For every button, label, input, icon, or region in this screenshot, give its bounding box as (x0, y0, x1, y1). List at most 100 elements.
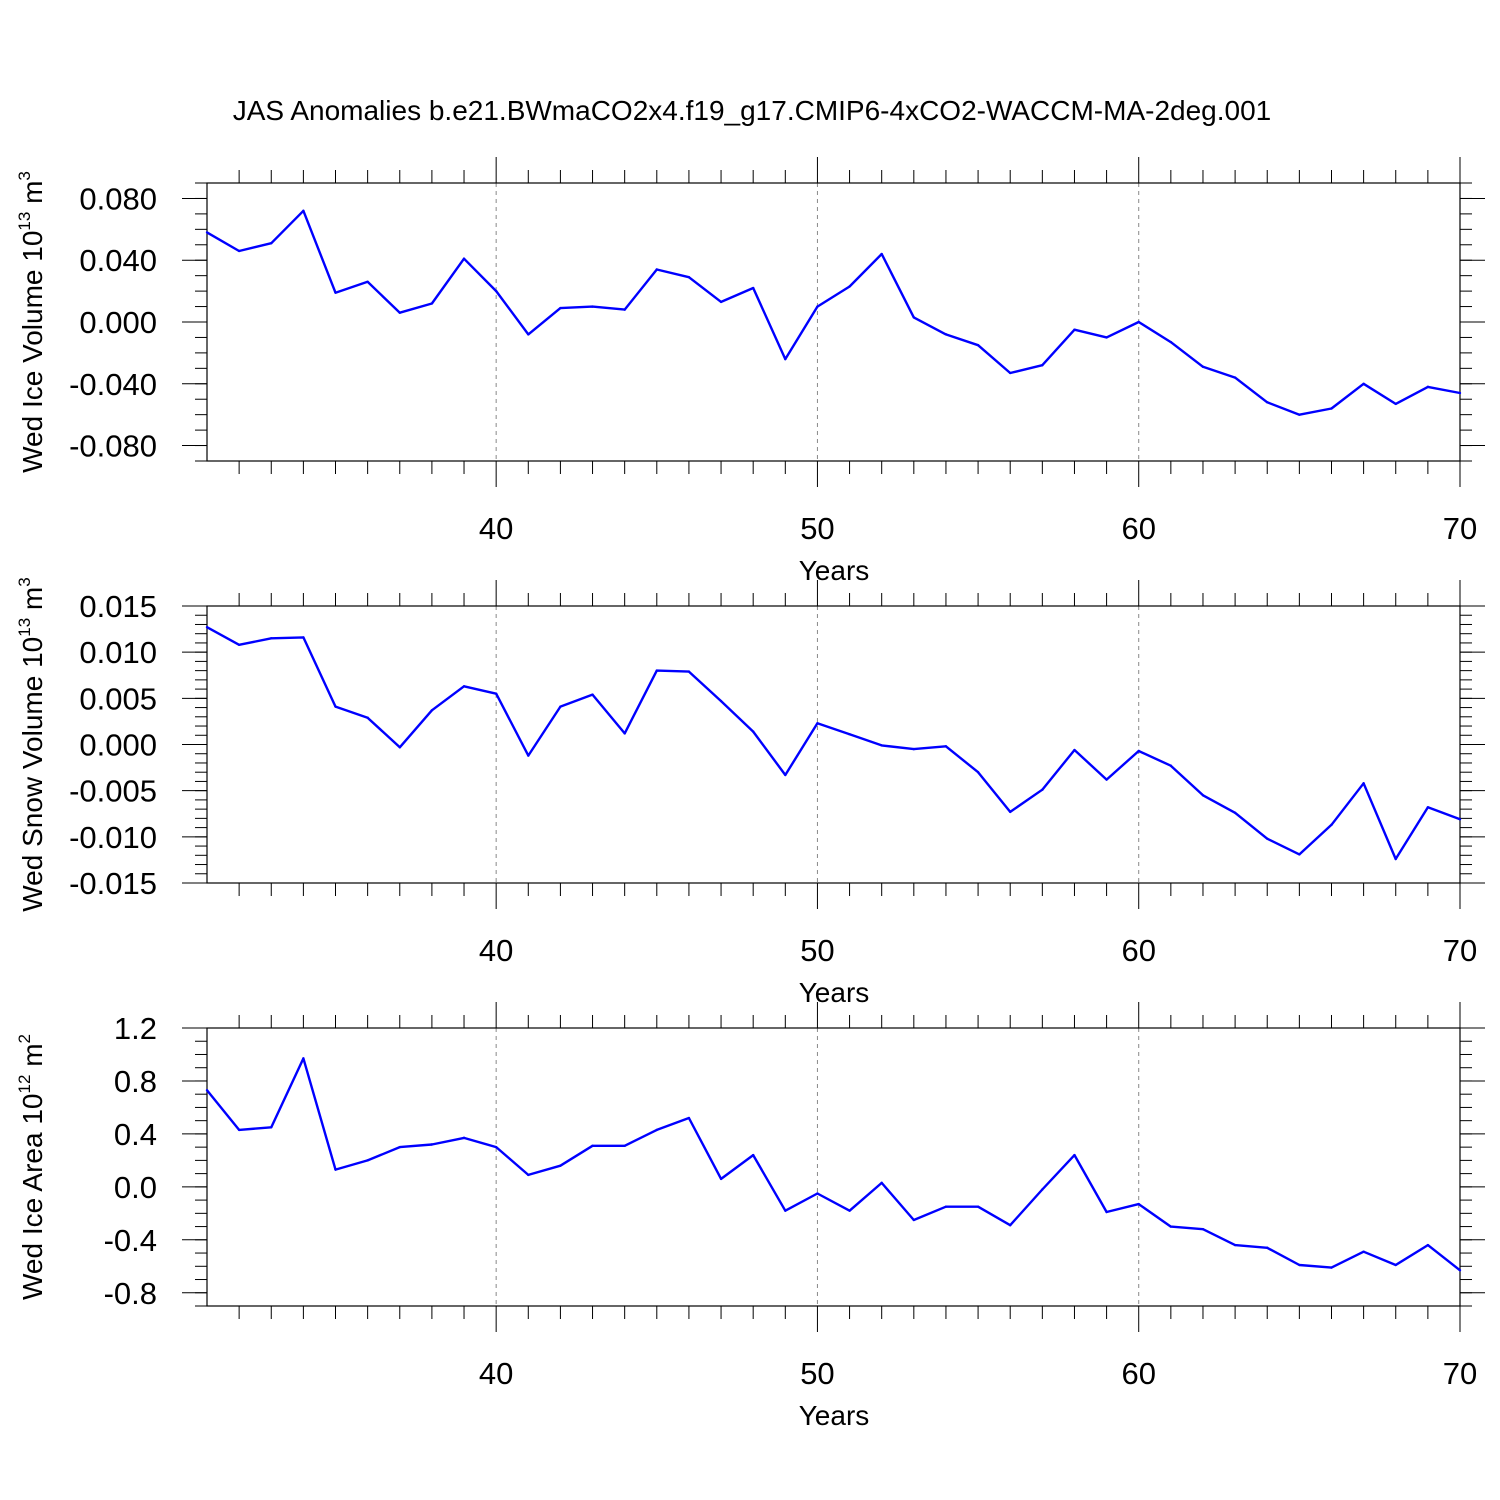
ice-volume-data-point-11 (559, 306, 562, 310)
ice-area-data-point-7 (430, 1143, 434, 1146)
ice-area-y-tick-label-1: 0.8 (114, 1064, 157, 1099)
snow-volume-data-point-17 (751, 730, 755, 733)
ice-volume-data-point-19 (816, 305, 819, 308)
ice-volume-data-point-0 (205, 231, 209, 234)
snow-volume-x-tick-label-2: 60 (1121, 933, 1155, 968)
snow-volume-data-point-5 (366, 716, 369, 719)
snow-volume-y-tick-label-2: 0.005 (79, 681, 157, 716)
snow-volume-data-point-4 (334, 705, 337, 708)
ice-area-data-point-11 (559, 1164, 562, 1167)
ice-volume-plot-frame (206, 182, 1461, 462)
ice-area-x-tick-label-0: 40 (479, 1356, 513, 1391)
snow-volume-y-tick-label-0: 0.015 (79, 589, 157, 624)
ice-area-data-point-1 (237, 1128, 241, 1132)
ice-area-data-point-6 (398, 1145, 401, 1149)
snow-volume-data-point-6 (398, 746, 401, 749)
ice-area-data-point-2 (270, 1126, 273, 1129)
panel-ice-volume: 40 50 60 70 0.080 0.040 0.000 -0.040 -0.080 Years… (15, 157, 1485, 586)
snow-volume-data-point-39 (1458, 818, 1462, 821)
ice-volume-data-point-36 (1362, 382, 1365, 385)
ice-volume-data-point-2 (270, 242, 273, 245)
ice-area-y-tick-label-3: 0.0 (114, 1170, 157, 1205)
ice-volume-data-point-6 (398, 311, 401, 314)
ice-area-plot-frame (206, 1027, 1461, 1307)
ice-volume-y-tick-label-1: 0.040 (79, 243, 157, 278)
ice-volume-data-point-37 (1394, 402, 1397, 406)
ice-area-data-point-17 (751, 1153, 755, 1157)
ice-area-data-point-35 (1330, 1266, 1333, 1269)
snow-volume-data-point-27 (1073, 748, 1076, 752)
ice-volume-y-axis-label: Wed Ice Volume 1013 m3 (15, 171, 48, 473)
snow-volume-data-point-36 (1362, 782, 1365, 785)
ice-area-data-point-28 (1105, 1210, 1108, 1214)
ice-volume-data-point-15 (687, 276, 691, 279)
snow-volume-data-point-11 (559, 705, 562, 708)
snow-volume-data-point-29 (1137, 749, 1140, 753)
snow-volume-data-point-8 (462, 685, 466, 688)
ice-volume-data-point-4 (334, 291, 337, 294)
snow-volume-data-line (206, 626, 1461, 861)
ice-volume-data-point-13 (623, 308, 626, 311)
snow-volume-y-tick-label-3: 0.000 (79, 728, 157, 763)
ice-area-data-point-25 (1009, 1224, 1012, 1227)
ice-area-x-axis-label: Years (799, 1400, 870, 1431)
snow-volume-data-point-12 (591, 693, 594, 696)
ice-area-data-point-20 (848, 1209, 851, 1212)
ice-volume-data-point-33 (1266, 401, 1269, 404)
ice-area-data-point-13 (623, 1144, 626, 1148)
ice-area-x-tick-label-2: 60 (1121, 1356, 1155, 1391)
ice-volume-data-point-14 (655, 268, 658, 271)
ice-area-data-point-26 (1041, 1188, 1044, 1191)
ice-area-data-point-31 (1201, 1228, 1205, 1231)
snow-volume-data-point-37 (1394, 857, 1397, 861)
ice-area-data-point-12 (591, 1144, 594, 1148)
snow-volume-x-axis-label: Years (799, 977, 870, 1008)
ice-volume-y-tick-label-3: -0.040 (69, 367, 157, 402)
snow-volume-data-point-25 (1009, 810, 1012, 814)
ice-volume-x-tick-label-3: 70 (1443, 511, 1477, 546)
ice-area-data-point-19 (816, 1192, 819, 1195)
ice-volume-data-point-9 (494, 289, 498, 293)
ice-volume-y-tick-label-2: 0.000 (79, 305, 157, 340)
ice-area-data-point-21 (880, 1181, 883, 1185)
ice-volume-data-point-24 (976, 343, 980, 347)
snow-volume-data-point-7 (430, 709, 434, 712)
snow-volume-data-point-33 (1266, 837, 1269, 840)
ice-area-x-tick-label-1: 50 (800, 1356, 834, 1391)
snow-volume-data-point-18 (784, 773, 787, 777)
snow-volume-y-tick-label-4: -0.005 (69, 774, 157, 809)
ice-area-data-point-38 (1426, 1243, 1430, 1247)
snow-volume-data-point-16 (719, 699, 723, 703)
snow-volume-data-point-1 (237, 643, 241, 646)
ice-volume-data-point-30 (1169, 340, 1173, 344)
ice-volume-x-tick-label-1: 50 (800, 511, 834, 546)
ice-area-data-point-18 (784, 1209, 787, 1212)
ice-volume-data-point-7 (430, 302, 434, 305)
ice-area-y-tick-label-4: -0.4 (104, 1223, 157, 1258)
snow-volume-data-point-3 (302, 636, 305, 639)
snow-volume-data-point-9 (494, 692, 498, 695)
snow-volume-x-tick-label-0: 40 (479, 933, 513, 968)
snow-volume-y-tick-label-6: -0.015 (69, 866, 157, 901)
ice-area-data-point-36 (1362, 1250, 1365, 1253)
snow-volume-data-point-24 (976, 771, 980, 774)
snow-volume-data-point-23 (944, 745, 948, 748)
snow-volume-data-point-31 (1201, 794, 1205, 797)
ice-volume-data-point-38 (1426, 385, 1430, 389)
ice-volume-data-point-16 (719, 300, 723, 304)
ice-volume-y-tick-label-0: 0.080 (79, 181, 157, 216)
ice-area-y-axis-label: Wed Ice Area 1012 m2 (15, 1034, 48, 1300)
snow-volume-data-point-22 (912, 747, 916, 751)
ice-volume-data-point-25 (1009, 371, 1012, 375)
ice-volume-data-point-12 (591, 305, 594, 308)
ice-area-data-point-4 (334, 1168, 337, 1171)
ice-volume-x-tick-label-2: 60 (1121, 511, 1155, 546)
ice-volume-data-point-17 (751, 286, 755, 290)
ice-volume-y-tick-label-4: -0.080 (69, 429, 157, 464)
snow-volume-data-point-38 (1426, 806, 1430, 809)
ice-area-data-point-3 (302, 1057, 305, 1060)
ice-volume-data-point-3 (302, 209, 305, 212)
snow-volume-data-point-10 (527, 754, 530, 757)
ice-area-data-point-34 (1298, 1263, 1301, 1267)
ice-area-y-tick-label-0: 1.2 (114, 1011, 157, 1046)
